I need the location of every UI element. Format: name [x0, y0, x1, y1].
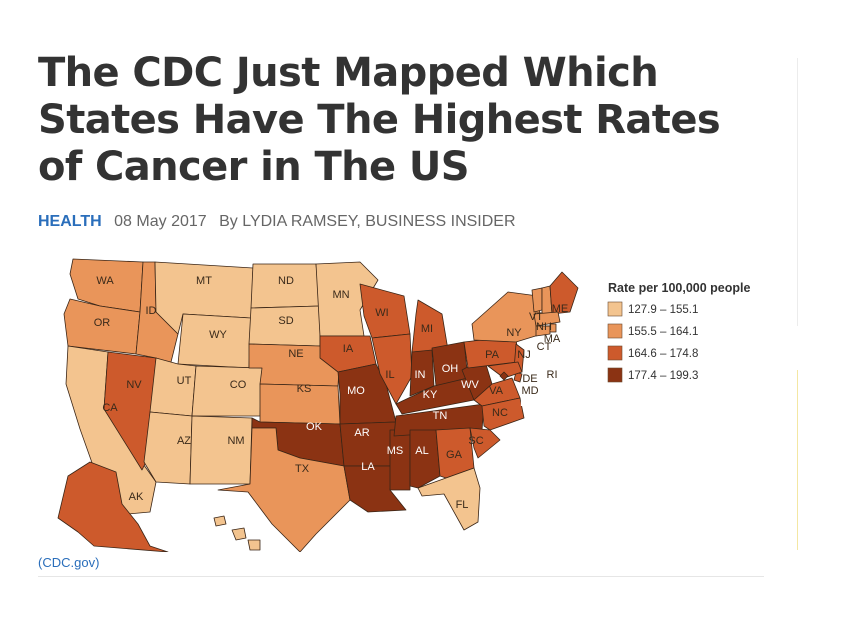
state-label-ga: GA	[446, 449, 463, 461]
state-hi	[231, 527, 247, 541]
article-meta: HEALTH 08 May 2017 By LYDIA RAMSEY, BUSI…	[38, 213, 516, 231]
legend-swatch-4	[607, 367, 623, 383]
cancer-rate-map: WA OR CA NV ID MT WY UT CO AZ NM ND SD NE KS OK TX MN IA MO…	[57, 258, 750, 552]
state-label-ar: AR	[354, 427, 369, 439]
state-label-co: CO	[230, 379, 247, 391]
state-tx	[217, 427, 351, 552]
article-date: 08 May 2017	[114, 213, 207, 230]
state-hi	[247, 539, 261, 551]
state-al	[409, 429, 441, 489]
state-label-ms: MS	[387, 445, 404, 457]
state-ma	[533, 311, 561, 327]
state-label-vt: VT	[529, 311, 543, 323]
state-label-oh: OH	[442, 363, 459, 375]
state-label-dc: DC	[520, 397, 536, 409]
state-label-mt: MT	[196, 275, 212, 287]
state-label-mo: MO	[347, 385, 365, 397]
state-label-tx: TX	[295, 463, 310, 475]
state-label-az: AZ	[177, 435, 191, 447]
state-label-va: VA	[489, 385, 504, 397]
state-az	[143, 411, 193, 485]
state-me	[549, 271, 579, 315]
state-wy	[177, 313, 252, 369]
state-label-nj: NJ	[517, 349, 530, 361]
legend-label-4: 177.4 – 199.3	[628, 370, 698, 382]
state-label-ky: KY	[423, 389, 438, 401]
state-ri	[549, 323, 557, 333]
state-label-la: LA	[361, 461, 375, 473]
state-label-mi: MI	[421, 323, 433, 335]
state-label-nv: NV	[126, 379, 142, 391]
category-link[interactable]: HEALTH	[38, 213, 102, 230]
state-label-ne: NE	[288, 348, 303, 360]
legend-label-2: 155.5 – 164.1	[628, 326, 698, 338]
state-label-ok: OK	[306, 421, 323, 433]
state-label-id: ID	[146, 305, 157, 317]
image-source-link[interactable]: (CDC.gov)	[38, 555, 100, 570]
article-byline: By LYDIA RAMSEY, BUSINESS INSIDER	[219, 213, 516, 230]
state-regions	[57, 258, 579, 552]
state-ms	[389, 429, 411, 491]
state-label-ak: AK	[129, 491, 144, 503]
legend-swatch-2	[607, 323, 623, 339]
state-label-or: OR	[94, 317, 111, 329]
state-label-de: DE	[522, 373, 537, 385]
state-label-sc: SC	[468, 435, 483, 447]
state-nc	[481, 397, 525, 431]
state-label-ny: NY	[506, 327, 522, 339]
state-label-mn: MN	[332, 289, 349, 301]
sidebar-divider	[797, 58, 798, 326]
map-legend: Rate per 100,000 people 127.9 – 155.1 155…	[607, 281, 750, 383]
state-label-fl: FL	[456, 499, 469, 511]
state-label-nd: ND	[278, 275, 294, 287]
state-labels: WA OR CA NV ID MT WY UT CO AZ NM ND SD NE KS OK TX MN IA MO…	[94, 275, 569, 511]
state-label-ks: KS	[297, 383, 312, 395]
sidebar-divider-accent	[797, 370, 798, 550]
state-fl	[417, 467, 481, 531]
state-label-wv: WV	[461, 379, 479, 391]
state-label-ia: IA	[343, 343, 354, 355]
state-label-ut: UT	[177, 375, 192, 387]
state-label-sd: SD	[278, 315, 293, 327]
legend-label-1: 127.9 – 155.1	[628, 304, 698, 316]
state-nm	[189, 415, 253, 485]
state-ut	[149, 357, 197, 417]
state-vt	[531, 287, 543, 313]
state-label-il: IL	[385, 369, 394, 381]
state-label-nh: NH	[536, 321, 552, 333]
state-ct	[535, 325, 551, 337]
state-label-tn: TN	[433, 410, 448, 422]
state-label-al: AL	[415, 445, 428, 457]
state-dc	[499, 371, 509, 381]
state-label-ct: CT	[537, 341, 552, 353]
caption-divider	[38, 576, 764, 577]
state-label-in: IN	[415, 369, 426, 381]
state-label-wy: WY	[209, 329, 227, 341]
state-md	[487, 361, 523, 379]
state-co	[191, 365, 263, 417]
state-il	[371, 333, 413, 405]
legend-swatch-1	[607, 301, 623, 317]
article-headline: The CDC Just Mapped Which States Have Th…	[38, 50, 721, 190]
legend-label-3: 164.6 – 174.8	[628, 348, 698, 360]
legend-swatch-3	[607, 345, 623, 361]
state-label-nm: NM	[227, 435, 244, 447]
state-sc	[469, 427, 501, 459]
state-label-md: MD	[521, 385, 538, 397]
state-label-wa: WA	[96, 275, 114, 287]
state-label-nc: NC	[492, 407, 508, 419]
state-ak	[57, 461, 169, 552]
state-label-pa: PA	[485, 349, 500, 361]
state-hi	[213, 515, 227, 527]
state-label-ri: RI	[547, 369, 558, 381]
state-label-me: ME	[552, 303, 569, 315]
state-label-ma: MA	[544, 333, 561, 345]
state-label-ca: CA	[102, 402, 118, 414]
legend-title: Rate per 100,000 people	[608, 281, 750, 295]
state-label-wi: WI	[375, 307, 388, 319]
state-de	[513, 371, 523, 383]
state-va	[473, 377, 521, 407]
